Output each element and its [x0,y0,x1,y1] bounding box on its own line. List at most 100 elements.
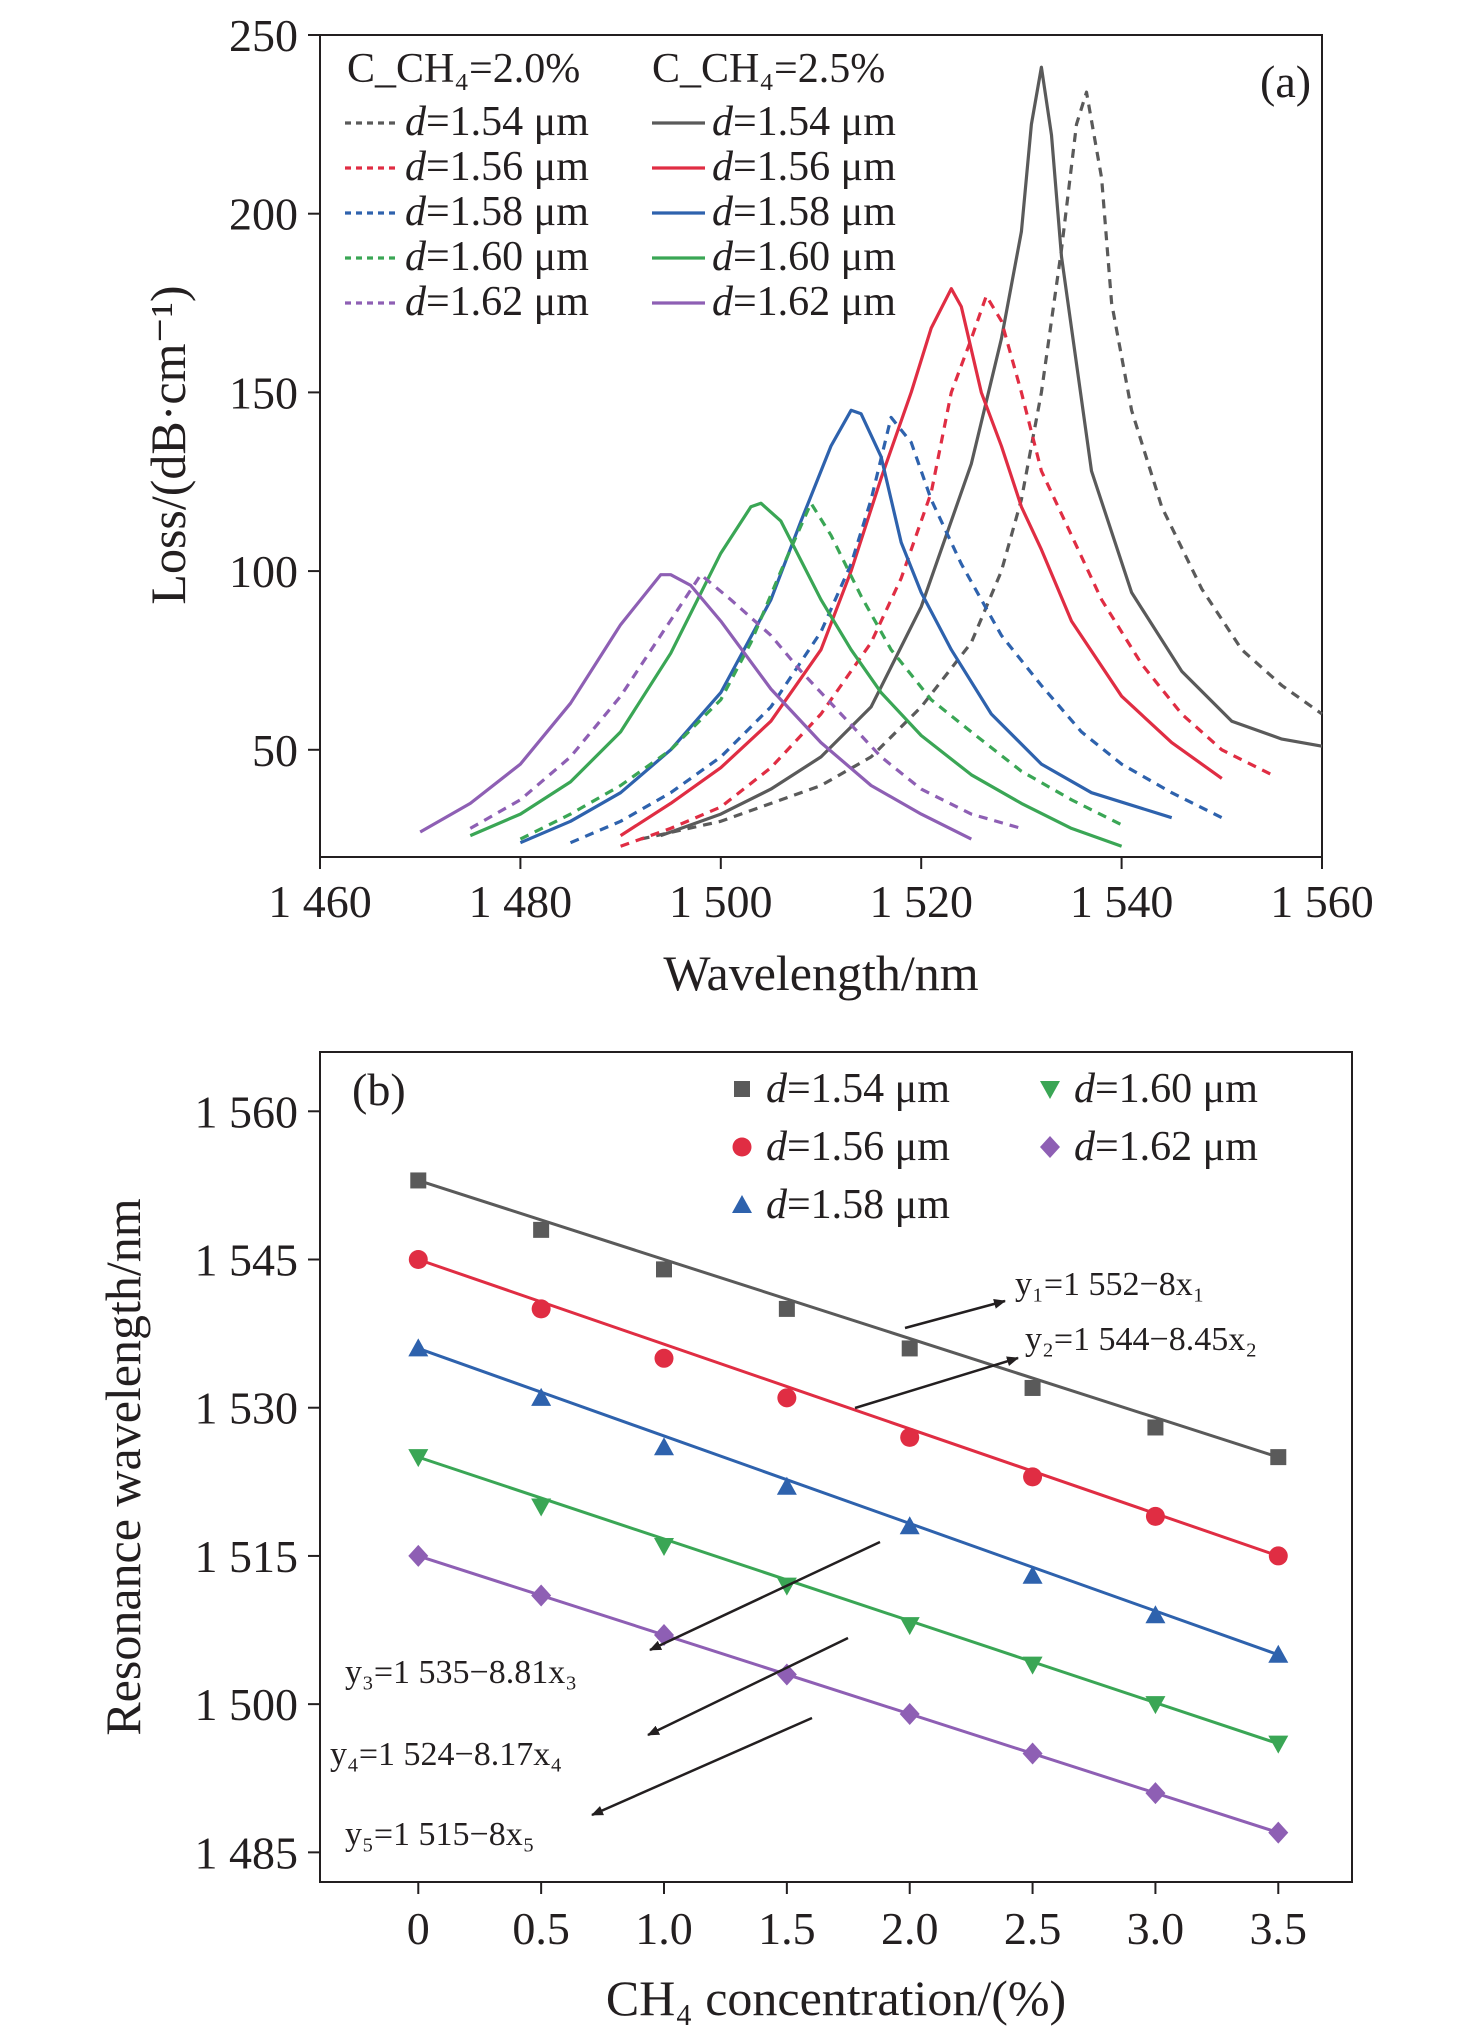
data-point [1147,1419,1164,1436]
panel-b-markers [408,1172,1289,1844]
series-line-6 [519,501,1123,841]
annotation-arrow-5 [591,1716,813,1817]
data-point [899,1617,920,1636]
data-point [531,1299,551,1319]
legend-label-solid: d=1.56 μm [712,144,896,190]
y-tick-label: 150 [229,367,298,418]
x-tick-label: 2.0 [881,1903,939,1954]
fit-line-4 [417,1554,1279,1835]
data-point [531,1387,552,1406]
data-point [900,1427,920,1447]
legend-label-dashed: d=1.60 μm [405,234,589,280]
data-point [1145,1696,1166,1715]
data-point [408,1250,428,1269]
y-tick-label: 1 485 [195,1827,299,1878]
y-tick-label: 250 [229,10,298,61]
data-point [531,1584,552,1607]
y-tick-label: 200 [229,189,298,240]
fit-equation-3: y₃=1 535−8.81x₃ [345,1654,577,1691]
annotation-arrow-3 [649,1540,881,1652]
panel-b-x-axis: 0 0.5 1.0 1.5 2.0 2.5 3.0 3.5 [407,1882,1307,1954]
series-line-2 [620,294,1273,848]
annotation-arrow-4 [647,1636,849,1737]
data-point [776,1476,797,1495]
y-tick-label: 50 [252,725,298,776]
data-point [1024,1379,1041,1396]
data-point [1268,1644,1289,1663]
series-line-3 [619,287,1223,837]
fit-line-1 [417,1258,1279,1558]
data-point [777,1388,797,1408]
panel-a-label: (a) [1260,56,1311,107]
legend-marker [732,1137,752,1157]
x-tick-label: 2.5 [1004,1903,1062,1954]
data-point [654,1437,674,1456]
data-point [1022,1742,1043,1765]
data-point [1268,1546,1288,1566]
data-point [408,1544,429,1567]
panel-a-plot-frame [319,34,1323,858]
series-line-9 [419,573,973,841]
x-tick-label: 0.5 [512,1903,570,1954]
legend-label: d=1.56 μm [766,1124,950,1170]
fit-equation-4: y₄=1 524−8.17x₄ [330,1736,562,1773]
legend-label-dashed: d=1.54 μm [405,99,589,145]
legend-label: d=1.54 μm [766,1066,950,1112]
legend-label: d=1.60 μm [1074,1066,1258,1112]
x-tick-label: 1 480 [469,876,573,927]
x-tick-label: 3.5 [1250,1903,1308,1954]
panel-a-y-axis: 50 100 150 200 250 [229,10,320,776]
panel-a-x-axis: 1 460 1 480 1 500 1 520 1 540 1 560 [268,857,1374,927]
panel-a-legend: d=1.54 μm d=1.54 μmd=1.56 μm d=1.56 μmd=1.… [345,99,896,325]
data-point [410,1172,427,1189]
y-tick-label: 1 545 [195,1235,299,1286]
panel-b-x-axis-label: CH₄ concentration/(%) [606,1970,1066,2026]
fit-line-2 [417,1347,1279,1657]
y-tick-label: 1 515 [195,1531,299,1582]
x-tick-label: 1 460 [268,876,372,927]
x-tick-label: 1 560 [1270,876,1374,927]
data-point [1023,1467,1043,1487]
x-tick-label: 3.0 [1127,1903,1185,1954]
data-point [899,1703,920,1726]
legend-label: d=1.62 μm [1074,1124,1258,1170]
x-tick-label: 0 [407,1903,430,1954]
data-point [899,1516,920,1535]
fit-equation-annotations: y₁=1 552−8x₁ y₂=1 544−8.45x₂ y₃=1 535−8.… [330,1266,1257,1853]
x-tick-label: 1 500 [669,876,773,927]
legend-label-solid: d=1.60 μm [712,234,896,280]
y-tick-label: 1 500 [195,1679,299,1730]
legend-label-dashed: d=1.58 μm [405,189,589,235]
x-tick-label: 1.0 [635,1903,693,1954]
data-point [656,1261,672,1278]
legend-label-dashed: d=1.62 μm [405,279,589,325]
fit-line-3 [417,1455,1279,1746]
data-point [533,1221,550,1238]
data-point [1270,1449,1287,1466]
data-point [1145,1506,1165,1526]
legend-marker [1040,1081,1060,1099]
legend-marker [734,1081,750,1097]
data-point [1145,1782,1166,1805]
panel-b-fit-lines [417,1179,1279,1835]
panel-b-label: (b) [352,1064,406,1115]
data-point [408,1338,429,1357]
legend-a-header-right: C_CH₄=2.5% [652,46,885,92]
x-tick-label: 1 520 [869,876,973,927]
data-point [654,1538,674,1557]
annotation-arrow-1 [904,1299,1006,1330]
panel-b-legend: d=1.54 μm d=1.56 μm d=1.58 μm d=1.60 μm d=1.… [732,1066,1258,1228]
panel-a-series-group [419,65,1323,848]
y-tick-label: 1 560 [195,1086,299,1137]
series-line-4 [569,415,1223,845]
panel-a-y-axis-label: Loss/(dB·cm⁻¹) [140,285,196,604]
data-point [1145,1605,1166,1624]
data-point [1022,1656,1043,1675]
y-tick-label: 100 [229,546,298,597]
data-point [654,1348,674,1368]
y-tick-label: 1 530 [195,1383,299,1434]
data-point [531,1498,552,1517]
data-point [778,1300,795,1317]
data-point [1022,1565,1043,1584]
